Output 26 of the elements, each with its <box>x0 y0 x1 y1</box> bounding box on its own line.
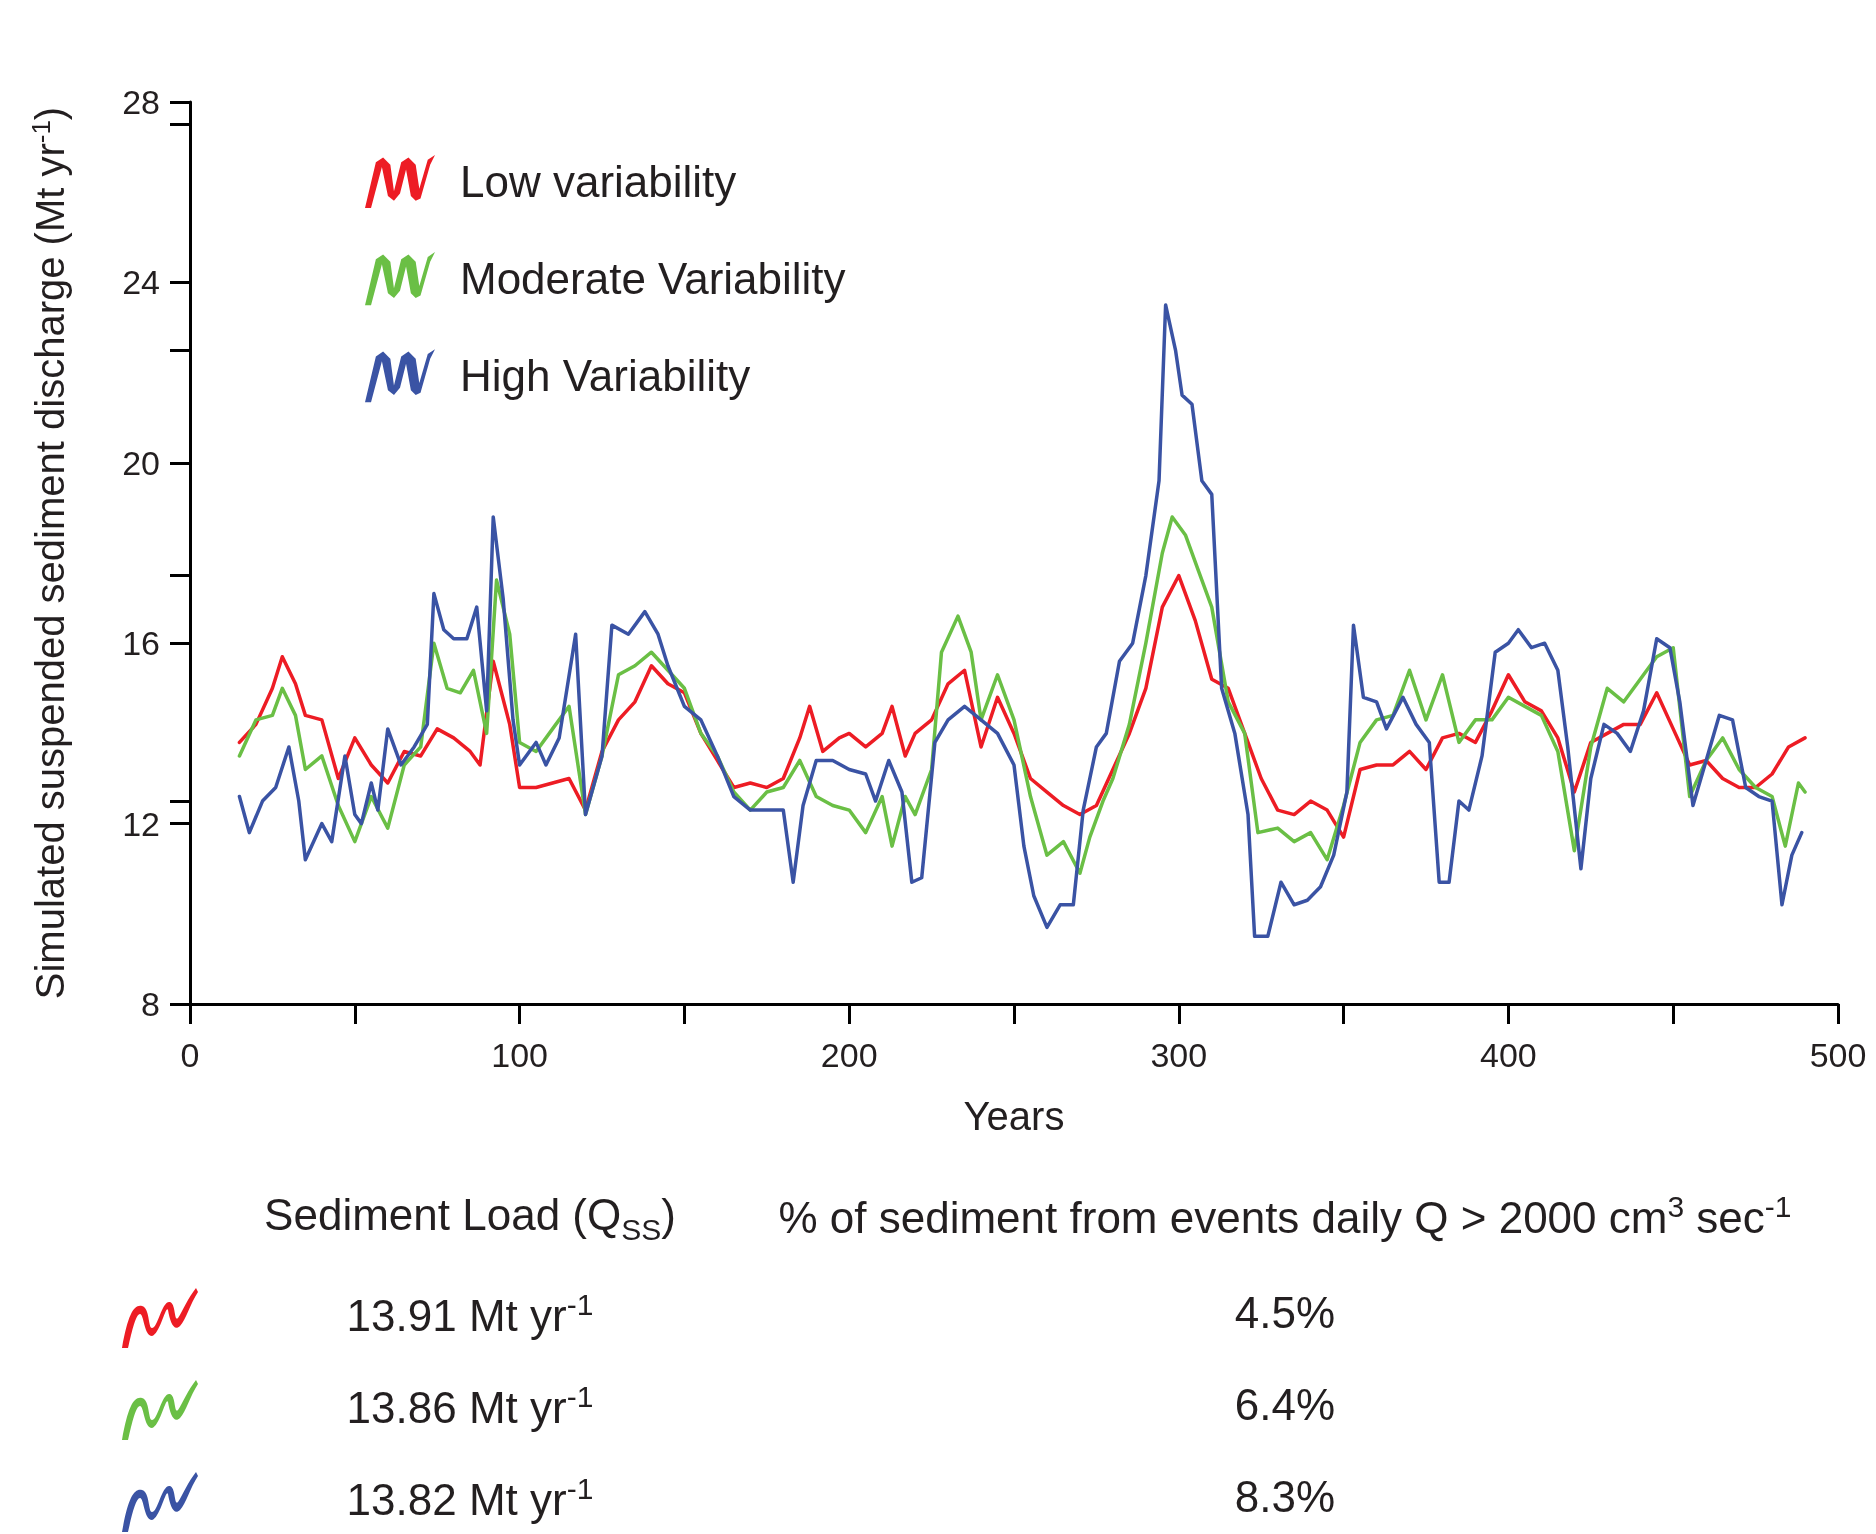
text: 13.82 Mt yr$^{-1}$ <box>346 1472 594 1525</box>
y-tick-label: 28 <box>122 83 160 121</box>
x-tick-label: 0 <box>180 1036 200 1074</box>
y-tick-label: 20 <box>122 443 160 482</box>
y-tick-label: 16 <box>122 624 160 663</box>
text: 8.3% <box>1234 1472 1336 1522</box>
y-tick-label: 24 <box>122 263 160 302</box>
x-tick-label: 200 <box>820 1036 878 1074</box>
y-tick-label: 12 <box>122 804 160 843</box>
y-tick-label: 8 <box>141 985 160 1023</box>
text: 6.4% <box>1234 1380 1336 1430</box>
x-tick-label: 100 <box>491 1036 548 1074</box>
text: % of sediment from events daily Q > 2000 cm$^{3}$ sec$^{-1}$ <box>778 1190 1792 1243</box>
legend-label: Moderate Variability <box>460 254 846 304</box>
text: 4.5% <box>1234 1288 1336 1338</box>
text: 13.86 Mt yr$^{-1}$ <box>346 1380 594 1433</box>
x-axis-title: Years <box>963 1094 1065 1138</box>
x-tick-label: 300 <box>1150 1036 1208 1074</box>
legend-label: Low variability <box>460 157 737 207</box>
text: Sediment Load (Q$_{SS}$) <box>264 1190 676 1247</box>
x-tick-label: 500 <box>1809 1036 1867 1074</box>
legend-label: High Variability <box>460 351 751 401</box>
y-axis-title: Simulated suspended sediment discharge (Mt yr-1) <box>26 106 72 1000</box>
line-series <box>237 303 1804 939</box>
x-tick-label: 400 <box>1480 1036 1537 1074</box>
text: 13.91 Mt yr$^{-1}$ <box>346 1288 594 1341</box>
